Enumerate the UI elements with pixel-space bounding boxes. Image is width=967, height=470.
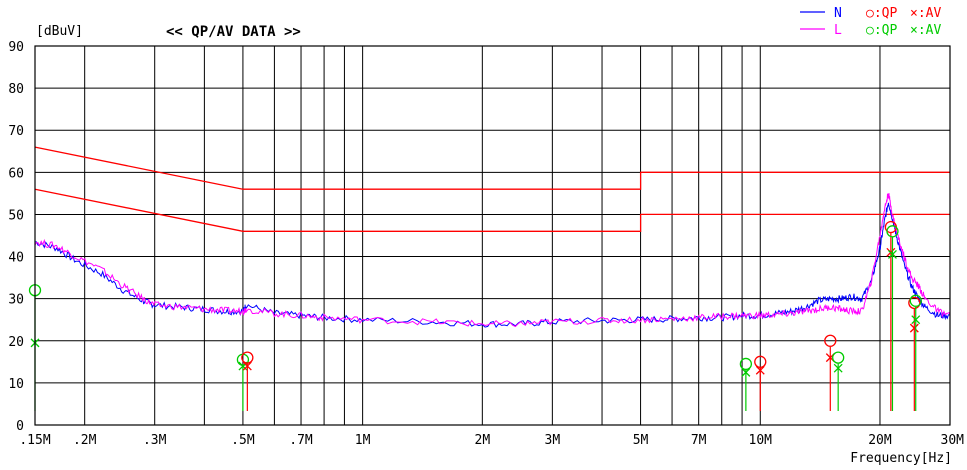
x-tick-label-7M: .7M bbox=[289, 433, 313, 448]
marker-L-6 bbox=[833, 352, 844, 411]
legend: NL ○:QP ×:AV ○:QP ×:AV bbox=[800, 6, 941, 38]
marker-N-5 bbox=[825, 335, 836, 411]
legend-av-1: ×:AV bbox=[910, 23, 941, 38]
x-tick-label-10M: 10M bbox=[749, 433, 773, 448]
x-tick-label-5M: .5M bbox=[231, 433, 255, 448]
x-tick-label-30M: 30M bbox=[941, 433, 965, 448]
legend-qp-0: ○:QP bbox=[866, 6, 897, 21]
x-tick-label-7M: 7M bbox=[691, 433, 707, 448]
x-tick-label-1M: 1M bbox=[355, 433, 371, 448]
y-tick-label-20: 20 bbox=[8, 335, 24, 350]
chart-title: << QP/AV DATA >> bbox=[166, 24, 301, 40]
x-tick-label-20M: 20M bbox=[868, 433, 892, 448]
legend-label-L: L bbox=[834, 23, 842, 38]
y-tick-label-90: 90 bbox=[8, 40, 24, 55]
y-tick-label-50: 50 bbox=[8, 208, 24, 223]
y-tick-labels: 0 10 20 30 40 50 60 70 80 90 bbox=[8, 40, 24, 434]
x-tick-label-3M: .3M bbox=[143, 433, 167, 448]
y-axis-label: [dBuV] bbox=[36, 24, 83, 39]
limit-line-qp bbox=[35, 147, 950, 189]
y-tick-label-60: 60 bbox=[8, 166, 24, 181]
y-tick-label-10: 10 bbox=[8, 377, 24, 392]
legend-label-N: N bbox=[834, 6, 842, 21]
series-lines bbox=[35, 193, 950, 327]
marker-N-9 bbox=[909, 297, 920, 411]
marker-L-10 bbox=[910, 295, 921, 411]
plot-frame bbox=[35, 46, 950, 425]
limit-lines bbox=[35, 147, 950, 231]
x-axis-label: Frequency[Hz] bbox=[850, 451, 952, 466]
y-tick-label-70: 70 bbox=[8, 124, 24, 139]
x-tick-labels: .15M .2M .3M .5M .7M 1M 2M 3M 5M 7M 10M 20M 30M bbox=[19, 433, 964, 448]
qp-point bbox=[833, 352, 844, 363]
grid bbox=[35, 46, 950, 425]
legend-av-0: ×:AV bbox=[910, 6, 941, 21]
limit-line-av bbox=[35, 189, 950, 231]
x-tick-label-5M: 5M bbox=[633, 433, 649, 448]
y-tick-label-0: 0 bbox=[16, 419, 24, 434]
x-tick-label-2M: 2M bbox=[475, 433, 491, 448]
y-tick-label-80: 80 bbox=[8, 82, 24, 97]
y-tick-label-30: 30 bbox=[8, 293, 24, 308]
x-tick-label-15M: .15M bbox=[19, 433, 50, 448]
x-tick-label-3M: 3M bbox=[545, 433, 561, 448]
y-tick-label-40: 40 bbox=[8, 251, 24, 266]
x-tick-label-2M: .2M bbox=[73, 433, 97, 448]
legend-qp-1: ○:QP bbox=[866, 23, 897, 38]
